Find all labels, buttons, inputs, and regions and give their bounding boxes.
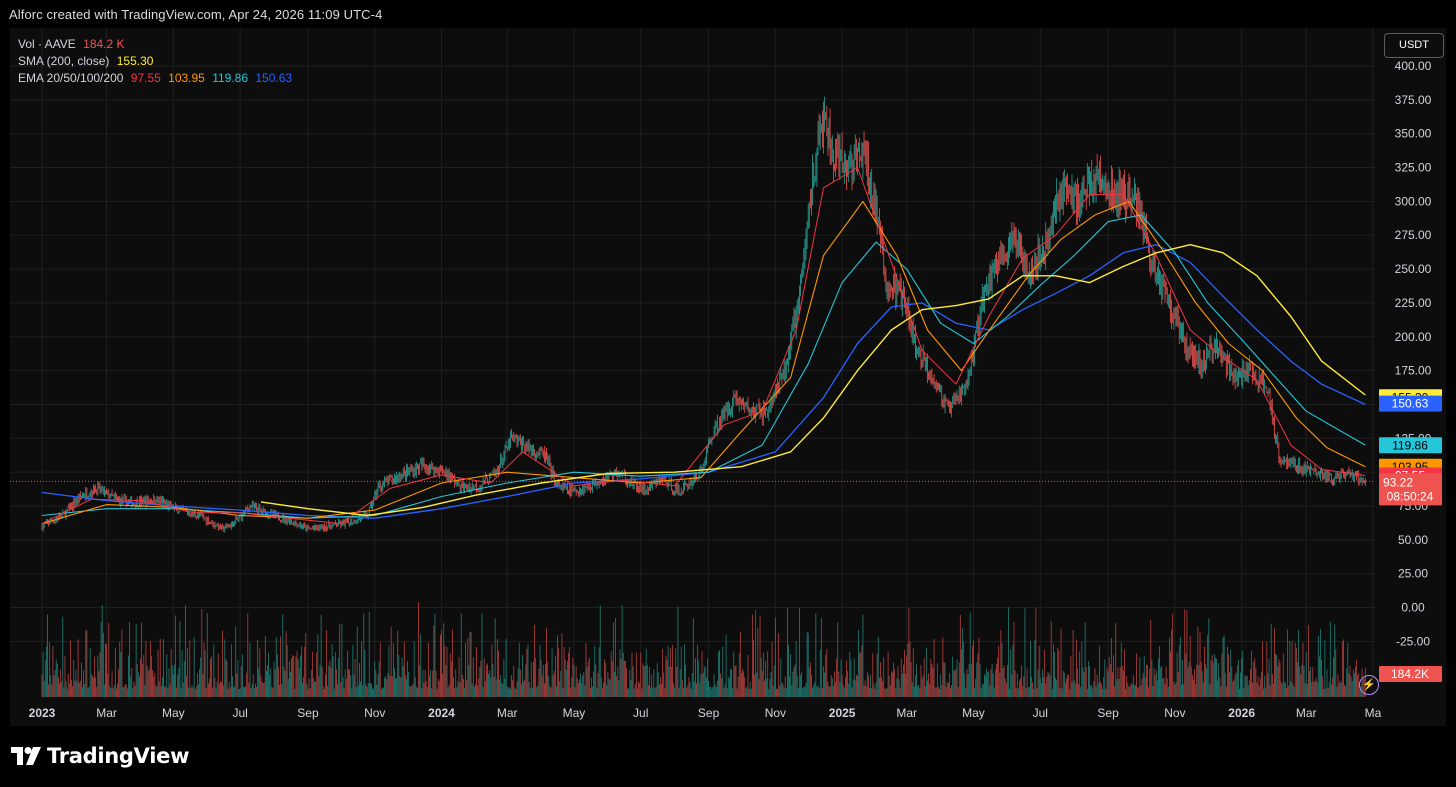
- y-tick-label: 225.00: [1395, 296, 1432, 310]
- x-tick-label: Nov: [765, 706, 786, 720]
- y-tick-label: 375.00: [1395, 93, 1432, 107]
- legend-ema50-value: 103.95: [168, 71, 205, 85]
- legend-vol-value: 184.2 K: [83, 37, 125, 51]
- x-tick-label: May: [563, 706, 586, 720]
- countdown-label: 08:50:24: [1387, 489, 1434, 503]
- ema20-line: [41, 167, 1366, 525]
- x-tick-label: Mar: [1296, 706, 1317, 720]
- tradingview-icon: [11, 747, 41, 765]
- x-tick-label: Mar: [497, 706, 518, 720]
- volume-tag: 184.2K: [1391, 667, 1429, 681]
- indicator-lines: [41, 167, 1366, 525]
- x-tick-label: Sep: [297, 706, 319, 720]
- last-price-label: 93.22: [1383, 475, 1413, 489]
- volume-tag-bg: [1379, 666, 1442, 682]
- last-price-tag-bg: [1379, 473, 1442, 506]
- y-tick-label: -25.00: [1396, 634, 1430, 648]
- y-tick-label: 200.00: [1395, 330, 1432, 344]
- legend-ema200-value: 150.63: [255, 71, 293, 85]
- y-tick-label: 250.00: [1395, 262, 1432, 276]
- legend-sma-value: 155.30: [116, 54, 154, 68]
- lightning-icon[interactable]: ⚡: [1359, 675, 1379, 695]
- x-tick-label: May: [162, 706, 185, 720]
- volume-bars: [41, 602, 1366, 697]
- x-tick-label: Nov: [364, 706, 385, 720]
- x-tick-label: Sep: [698, 706, 720, 720]
- x-tick-label: 2026: [1228, 706, 1255, 720]
- footer: [0, 727, 1456, 787]
- brand-name: TradingView: [47, 744, 190, 768]
- time-axis: 2023 Mar May Jul Sep Nov 2024 Mar May Jul Sep Nov 20…: [29, 706, 1382, 720]
- top-bar: Alforc created with TradingView.com, Apr…: [0, 0, 1456, 28]
- y-tick-label: 400.00: [1395, 59, 1432, 73]
- price-tag-bg: [1379, 437, 1442, 454]
- legend-sma: SMA (200, close) 155.30: [18, 53, 296, 70]
- legend-ema-label: EMA 20/50/100/200: [18, 71, 124, 85]
- x-tick-label: Jul: [1033, 706, 1048, 720]
- y-tick-label: 300.00: [1395, 194, 1432, 208]
- price-tags: 155.30150.63119.86103.9597.5593.2208:50:…: [1379, 389, 1442, 682]
- x-tick-label: Jul: [232, 706, 247, 720]
- y-tick-label: 25.00: [1398, 567, 1428, 581]
- legend-ema20-value: 97.55: [130, 71, 161, 85]
- x-tick-label: Jul: [633, 706, 648, 720]
- x-tick-label: Nov: [1164, 706, 1185, 720]
- currency-button[interactable]: USDT: [1384, 33, 1444, 58]
- ema50-line: [41, 200, 1366, 525]
- x-tick-label: May: [962, 706, 985, 720]
- legend-ema: EMA 20/50/100/200 97.55 103.95 119.86 15…: [18, 70, 296, 87]
- chart-frame[interactable]: [10, 28, 1446, 726]
- y-tick-label: 275.00: [1395, 228, 1432, 242]
- grid-lines: [10, 28, 1375, 698]
- price-tag-bg: [1379, 395, 1442, 412]
- y-tick-label: 325.00: [1395, 161, 1432, 175]
- chart-title: Alforc created with TradingView.com, Apr…: [9, 7, 383, 22]
- price-tag: 119.86: [1392, 438, 1428, 452]
- legend-ema100-value: 119.86: [212, 71, 248, 85]
- legend-sma-label: SMA (200, close): [18, 54, 110, 68]
- x-tick-label: 2023: [29, 706, 56, 720]
- x-tick-label: 2024: [428, 706, 455, 720]
- y-tick-label: 175.00: [1395, 364, 1432, 378]
- x-tick-label: Mar: [896, 706, 917, 720]
- x-tick-label: Ma: [1365, 706, 1382, 720]
- legend-vol-label: Vol · AAVE: [18, 37, 76, 51]
- sma200-line: [260, 244, 1366, 517]
- x-tick-label: Sep: [1097, 706, 1119, 720]
- legend: Vol · AAVE 184.2 K SMA (200, close) 155.…: [18, 36, 296, 87]
- x-tick-label: Mar: [96, 706, 117, 720]
- price-tag: 150.63: [1392, 397, 1429, 411]
- y-tick-label: 50.00: [1398, 533, 1428, 547]
- y-tick-label: 350.00: [1395, 127, 1432, 141]
- ema200-line: [41, 244, 1366, 519]
- legend-vol: Vol · AAVE 184.2 K: [18, 36, 296, 53]
- tradingview-logo[interactable]: TradingView: [11, 744, 189, 768]
- y-tick-label: 0.00: [1401, 601, 1425, 615]
- price-axis: 400.00 375.00 350.00 325.00 300.00 275.00 250.…: [1395, 59, 1432, 648]
- x-tick-label: 2025: [829, 706, 856, 720]
- ema100-line: [41, 214, 1366, 519]
